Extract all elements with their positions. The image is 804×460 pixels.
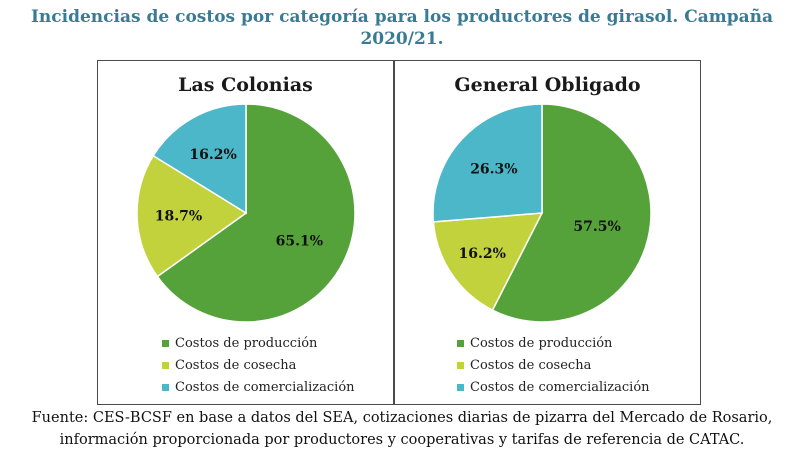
- pie-slice: [432, 212, 544, 312]
- chart-title: Incidencias de costos por categoría para…: [30, 7, 774, 49]
- pie-slice: [152, 103, 247, 215]
- legend-label: Costos de comercialización: [175, 379, 355, 395]
- slice-label: 18.7%: [155, 208, 202, 224]
- legend: Costos de producción Costos de cosecha C…: [457, 332, 650, 398]
- legend-swatch: [162, 361, 169, 369]
- legend-item-comercializacion: Costos de comercialización: [457, 376, 650, 398]
- legend-label: Costos de producción: [470, 335, 613, 351]
- pie-slice: [156, 103, 356, 323]
- pie-chart: 57.5% 16.2% 26.3%: [432, 103, 652, 323]
- slice-label: 16.2%: [189, 147, 236, 163]
- slice-label: 57.5%: [573, 219, 620, 235]
- legend-item-cosecha: Costos de cosecha: [162, 354, 355, 376]
- source-note: Fuente: CES-BCSF en base a datos del SEA…: [31, 410, 773, 448]
- legend-label: Costos de cosecha: [175, 357, 297, 373]
- pie-panel-general-obligado: General Obligado 57.5% 16.2% 26.3% Costos …: [394, 60, 701, 405]
- legend-swatch: [457, 383, 464, 391]
- slice-label: 65.1%: [276, 233, 323, 249]
- pie-panel-las-colonias: Las Colonias 65.1% 18.7% 16.2% Costos de p…: [97, 60, 394, 405]
- legend-item-produccion: Costos de producción: [457, 332, 650, 354]
- pie-slice: [432, 103, 543, 223]
- pie-slice: [491, 103, 652, 323]
- legend-item-comercializacion: Costos de comercialización: [162, 376, 355, 398]
- legend-swatch: [162, 383, 169, 391]
- legend-label: Costos de cosecha: [470, 357, 592, 373]
- slice-label: 26.3%: [470, 162, 517, 178]
- pie-title: General Obligado: [454, 74, 641, 96]
- legend-swatch: [457, 361, 464, 369]
- legend-item-produccion: Costos de producción: [162, 332, 355, 354]
- legend-label: Costos de comercialización: [470, 379, 650, 395]
- pie-slice: [136, 154, 248, 278]
- slice-label: 16.2%: [459, 246, 506, 262]
- legend-swatch: [162, 339, 169, 347]
- legend-swatch: [457, 339, 464, 347]
- legend-label: Costos de producción: [175, 335, 318, 351]
- legend: Costos de producción Costos de cosecha C…: [162, 332, 355, 398]
- pie-title: Las Colonias: [178, 74, 313, 96]
- pie-chart: 65.1% 18.7% 16.2%: [136, 103, 356, 323]
- legend-item-cosecha: Costos de cosecha: [457, 354, 650, 376]
